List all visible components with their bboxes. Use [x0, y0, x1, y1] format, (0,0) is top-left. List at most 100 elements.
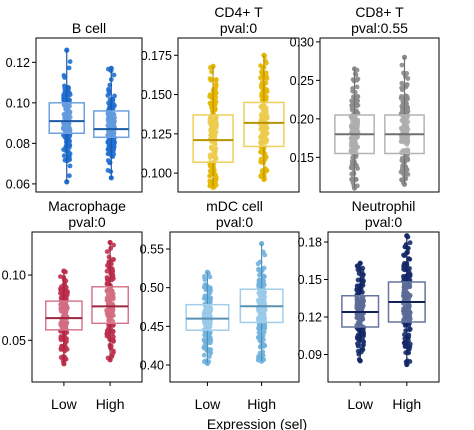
data-point: [62, 115, 67, 121]
data-point: [111, 242, 116, 248]
data-point: [407, 284, 413, 289]
data-point: [350, 165, 355, 171]
data-point: [208, 307, 214, 313]
y-tick-label: 0.18: [298, 236, 322, 250]
x-tick-label: High: [247, 396, 276, 412]
data-point: [105, 332, 111, 337]
data-point: [404, 101, 409, 107]
y-tick-label: 0.15: [298, 273, 322, 287]
box: [91, 286, 129, 325]
x-tick-label: Low: [195, 396, 222, 412]
data-point: [354, 129, 359, 135]
data-point: [110, 272, 116, 278]
y-tick-label: 0.10: [6, 96, 30, 110]
data-point: [405, 76, 411, 81]
y-tick-label: 0.150: [141, 88, 172, 102]
y-tick-label: 0.08: [6, 137, 30, 151]
data-point: [398, 125, 404, 131]
data-point: [399, 166, 405, 172]
data-point: [354, 94, 360, 99]
data-point: [208, 144, 214, 150]
data-point: [264, 113, 270, 119]
data-point: [111, 72, 117, 78]
box: [45, 300, 83, 331]
data-point: [107, 310, 113, 316]
data-point: [67, 173, 72, 179]
data-point: [262, 326, 267, 331]
data-point: [360, 272, 366, 278]
data-point: [355, 117, 361, 123]
data-point: [105, 151, 111, 157]
data-point: [207, 100, 213, 106]
data-point: [110, 257, 116, 262]
data-point: [212, 117, 217, 123]
box: [243, 101, 285, 148]
data-point: [358, 317, 364, 322]
data-point: [208, 128, 214, 134]
panel-title: CD8+ T: [355, 4, 404, 20]
data-point: [59, 343, 64, 349]
data-point: [399, 87, 405, 93]
y-tick-label: 0.10: [2, 269, 26, 283]
data-point: [212, 134, 218, 140]
data-point: [349, 107, 355, 113]
data-point: [261, 329, 267, 335]
data-point: [110, 329, 116, 334]
data-point: [264, 73, 269, 79]
data-point: [66, 141, 72, 146]
data-point: [258, 149, 263, 155]
panel-subtitle: pval:0: [220, 20, 258, 36]
panel-frame: [327, 231, 440, 383]
data-point: [405, 295, 411, 300]
data-point: [64, 336, 69, 342]
data-point: [405, 148, 410, 154]
data-point: [352, 89, 358, 95]
data-point: [355, 102, 361, 108]
y-tick-label: 0.20: [290, 112, 314, 126]
data-point: [407, 326, 413, 332]
data-point: [201, 274, 207, 279]
y-tick-label: 0.05: [2, 334, 26, 348]
data-point: [112, 93, 117, 99]
data-point: [263, 130, 268, 136]
data-point: [358, 321, 363, 327]
x-tick-label: Low: [51, 396, 78, 412]
data-point: [258, 63, 263, 69]
panel-frame: [169, 231, 300, 383]
data-point: [261, 265, 267, 271]
data-point: [264, 168, 270, 173]
data-point: [213, 107, 218, 112]
data-point: [59, 324, 65, 330]
y-tick-label: 0.45: [140, 320, 164, 334]
data-point: [350, 155, 356, 161]
data-point: [110, 116, 116, 122]
panel-subtitle: pval:0.55: [351, 20, 408, 36]
data-point: [212, 141, 218, 147]
data-point: [259, 114, 265, 120]
data-point: [260, 297, 266, 303]
y-tick-label: 0.30: [290, 35, 314, 49]
box: [185, 303, 230, 331]
data-point: [399, 80, 405, 86]
data-point: [401, 70, 406, 76]
data-point: [105, 93, 111, 98]
y-tick-label: 0.25: [290, 74, 314, 88]
data-point: [108, 301, 113, 307]
panel-title: Neutrophil: [352, 198, 416, 214]
box: [48, 102, 85, 134]
data-point: [110, 293, 116, 299]
data-point: [202, 343, 208, 348]
data-point: [212, 130, 218, 135]
data-point: [261, 273, 267, 279]
y-tick-label: 0.55: [140, 243, 164, 257]
data-point: [106, 110, 111, 116]
data-point: [260, 310, 265, 316]
data-point: [255, 261, 261, 267]
panel-frame: [319, 37, 440, 193]
data-point: [67, 109, 73, 115]
data-point: [406, 302, 412, 307]
data-point: [62, 83, 67, 89]
data-point: [258, 126, 264, 132]
data-point: [213, 77, 219, 83]
